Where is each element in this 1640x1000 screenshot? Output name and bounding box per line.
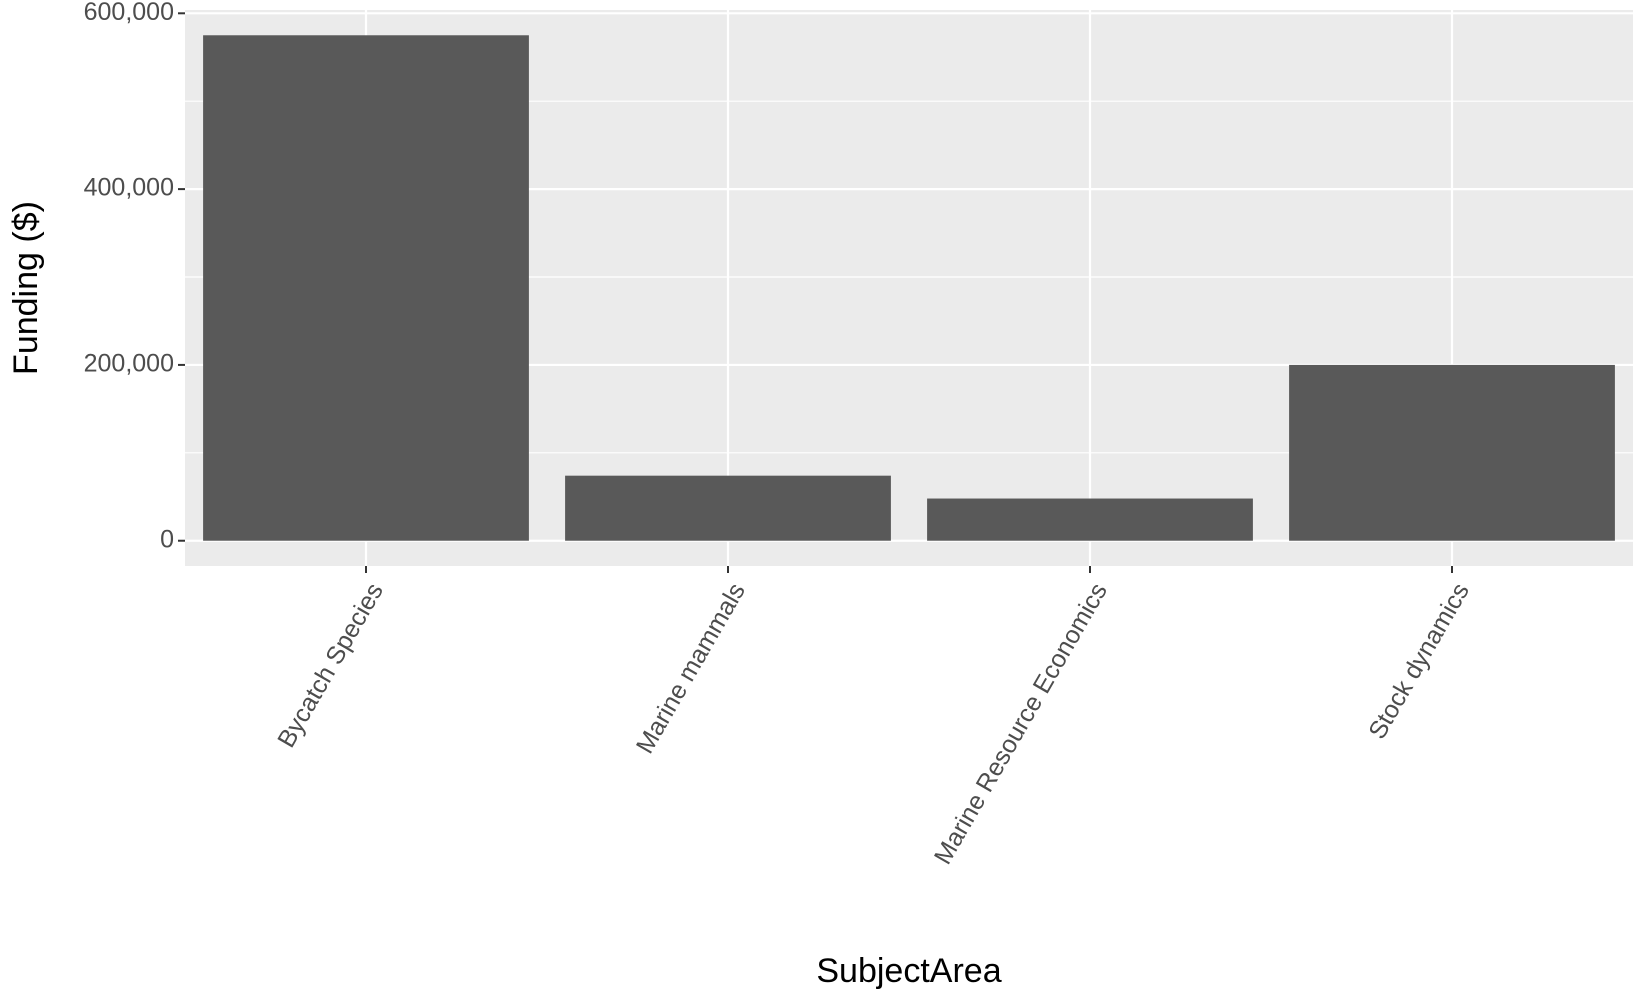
bar <box>1289 364 1615 541</box>
y-tick-label: 600,000 <box>84 0 174 26</box>
bar <box>565 475 891 541</box>
y-axis-title: Funding ($) <box>7 201 45 375</box>
x-axis-title: SubjectArea <box>816 952 1001 990</box>
marks <box>203 35 1615 541</box>
bar <box>203 35 529 541</box>
y-tick-label: 200,000 <box>84 350 174 378</box>
x-tick-label: Marine Resource Economics <box>929 578 1113 869</box>
bar <box>927 498 1253 541</box>
y-tick-label: 400,000 <box>84 174 174 202</box>
x-tick-label: Stock dynamics <box>1363 578 1475 744</box>
x-tick-label: Marine mammals <box>631 578 751 758</box>
y-tick-label: 0 <box>160 525 174 553</box>
x-tick-label: Bycatch Species <box>272 578 389 752</box>
